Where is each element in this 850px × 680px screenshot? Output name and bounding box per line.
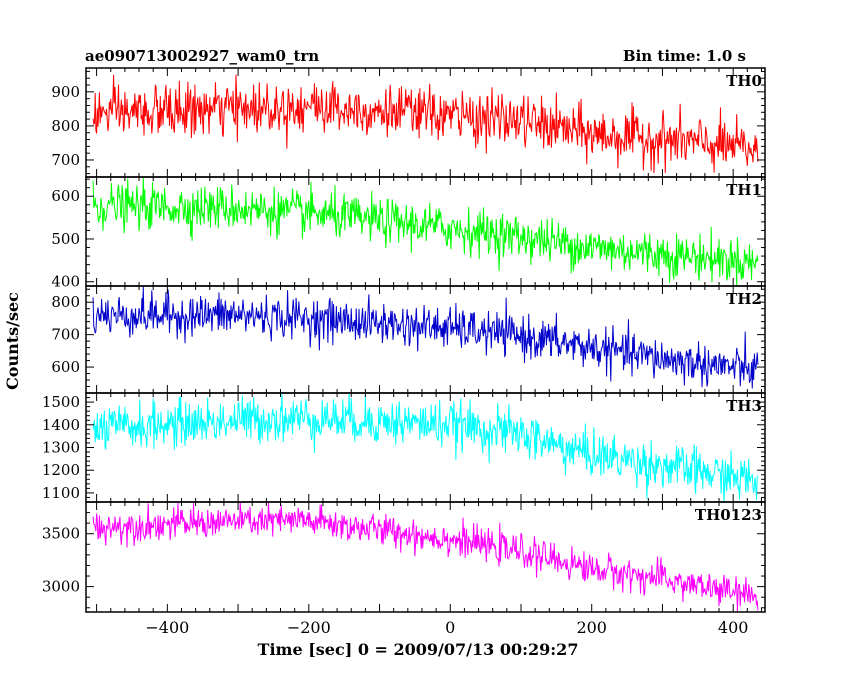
y-tick-label: 1300 (42, 439, 80, 457)
y-tick-label: 600 (51, 358, 80, 376)
y-tick-label: 3000 (42, 578, 80, 596)
series-line-th1 (92, 177, 759, 287)
panel-frame (85, 501, 766, 613)
y-tick-label: 700 (51, 326, 80, 344)
panel-frame (85, 285, 766, 394)
panel-label-th2: TH2 (726, 290, 762, 308)
y-tick-label: 1100 (42, 484, 80, 502)
panel-th2: 600 700 800 TH2 (51, 285, 766, 394)
panel-label-th3: TH3 (726, 397, 762, 415)
panel-label-th0123: TH0123 (695, 506, 762, 524)
x-axis: −400 −200 0 200 400 (145, 618, 748, 637)
y-tick-label: 500 (51, 230, 80, 248)
y-tick-label: 800 (51, 293, 80, 311)
x-axis-label: Time [sec] 0 = 2009/07/13 00:29:27 (258, 640, 579, 659)
y-tick-label: 800 (51, 117, 80, 135)
series-line-th3 (92, 392, 759, 503)
y-tick-label: 1500 (42, 393, 80, 411)
y-tick-label: 400 (51, 273, 80, 291)
series-line-th0123 (92, 501, 759, 612)
y-tick-label: 600 (51, 187, 80, 205)
y-tick-label: 1200 (42, 461, 80, 479)
panel-th3: 1100 1200 1300 1400 1500 TH3 (42, 392, 766, 503)
y-tick-label: 900 (51, 83, 80, 101)
panel-th1: 400 500 600 TH1 (51, 176, 766, 291)
series-line-th2 (92, 286, 759, 389)
y-axis-label: Counts/sec (3, 292, 22, 390)
y-tick-label: 700 (51, 151, 80, 169)
x-tick-label: 200 (576, 618, 607, 637)
panel-label-th1: TH1 (726, 181, 762, 199)
bin-time-label: Bin time: 1.0 s (623, 47, 746, 65)
x-tick-label: 0 (445, 618, 455, 637)
panel-label-th0: TH0 (726, 72, 762, 90)
series-line-th0 (92, 74, 759, 174)
panels: 700 800 900 TH0 400 500 600 TH1 600 700 800 TH2 1100… (42, 67, 766, 613)
panel-th0: 700 800 900 TH0 (51, 67, 766, 178)
panel-th0123: 3000 3500 TH0123 (42, 501, 766, 613)
x-tick-label: −200 (287, 618, 331, 637)
y-tick-label: 3500 (42, 525, 80, 543)
plot-title: ae090713002927_wam0_trn (85, 47, 319, 65)
y-tick-label: 1400 (42, 416, 80, 434)
x-tick-label: −400 (145, 618, 189, 637)
x-tick-label: 400 (718, 618, 749, 637)
